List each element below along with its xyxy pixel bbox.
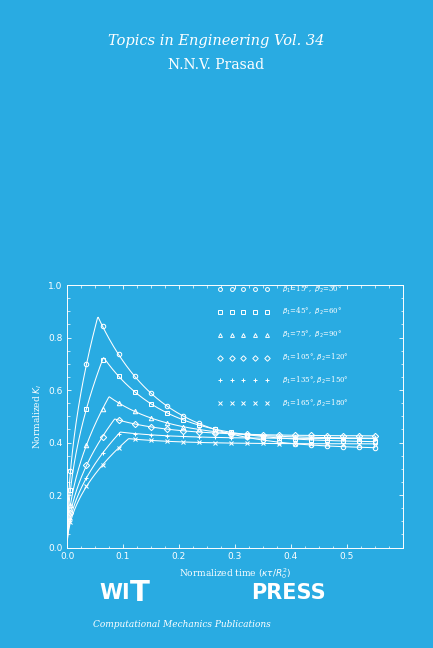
Text: $\beta_1$=165°, $\beta_2$=180°: $\beta_1$=165°, $\beta_2$=180° <box>282 398 349 409</box>
Text: Topics in Engineering Vol. 34: Topics in Engineering Vol. 34 <box>108 34 325 48</box>
Text: PRESS: PRESS <box>251 583 326 603</box>
X-axis label: Normalized time $(κτ/R_0^2)$: Normalized time $(κτ/R_0^2)$ <box>179 566 291 581</box>
Text: Computational Mechanics Publications: Computational Mechanics Publications <box>93 620 271 629</box>
Text: N.N.V. Prasad: N.N.V. Prasad <box>168 58 265 73</box>
Text: T: T <box>130 579 150 607</box>
Text: $\beta_1$=75°,  $\beta_2$=90°: $\beta_1$=75°, $\beta_2$=90° <box>282 329 342 340</box>
Text: $\beta_1$=105°, $\beta_2$=120°: $\beta_1$=105°, $\beta_2$=120° <box>282 352 349 363</box>
Text: WI: WI <box>99 583 130 603</box>
Text: $\beta_1$=135°, $\beta_2$=150°: $\beta_1$=135°, $\beta_2$=150° <box>282 375 349 386</box>
Y-axis label: Normalized $K_I$: Normalized $K_I$ <box>31 384 44 449</box>
Text: $\beta_1$=45°,  $\beta_2$=60°: $\beta_1$=45°, $\beta_2$=60° <box>282 307 342 318</box>
Text: $\beta_1$=15°,  $\beta_2$=30°: $\beta_1$=15°, $\beta_2$=30° <box>282 283 342 295</box>
